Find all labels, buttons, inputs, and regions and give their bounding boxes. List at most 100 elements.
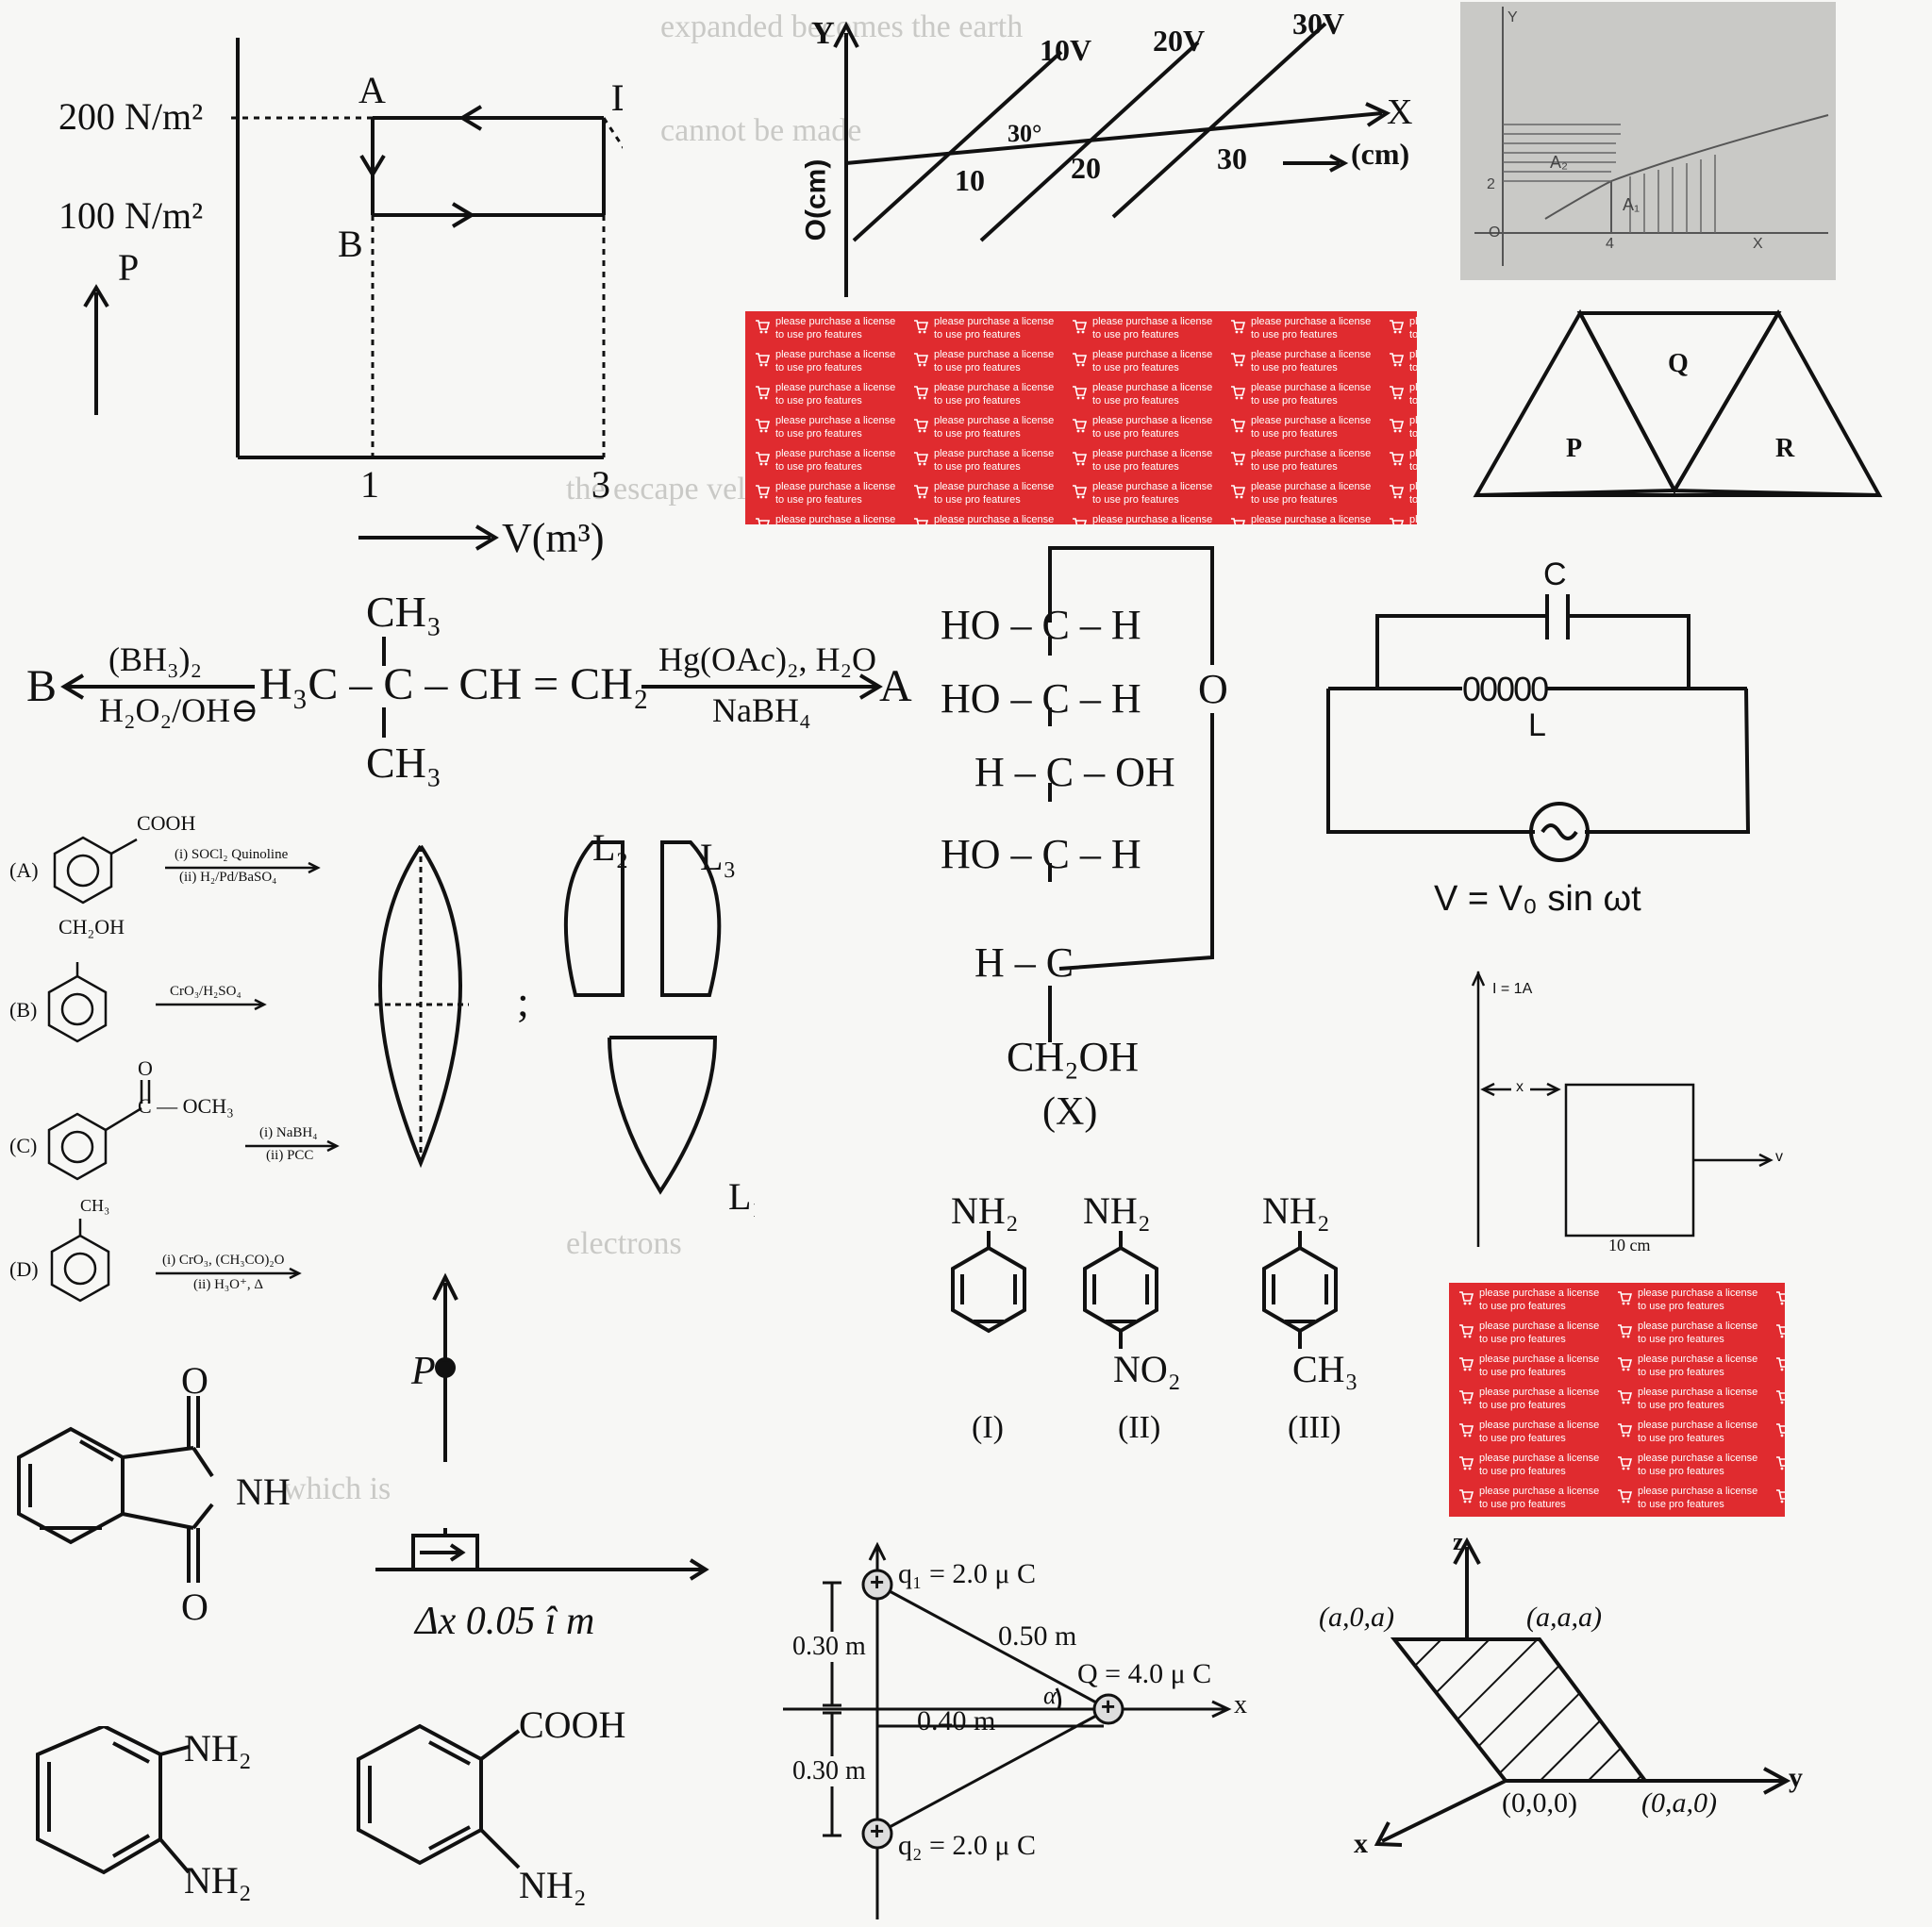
lens-l2: L₂ <box>592 826 629 869</box>
y-axis: y <box>1789 1762 1803 1793</box>
license-banner-top: please purchase a license to use pro feat… <box>745 311 1417 524</box>
capacitor-label: C <box>1543 557 1567 592</box>
cart-icon <box>1389 451 1405 466</box>
cart-icon <box>1230 352 1246 367</box>
current-loop-svg <box>1471 971 1774 1247</box>
area-a1: A₁ <box>1623 195 1641 214</box>
p-axis-label: P <box>118 246 140 289</box>
carboxyl: COOH <box>519 1703 626 1746</box>
cart-icon <box>1230 418 1246 433</box>
cart-icon <box>1775 1389 1785 1404</box>
license-line-2: to use pro features <box>1251 428 1338 440</box>
z-axis: z <box>1453 1528 1464 1555</box>
license-line-2: to use pro features <box>775 362 862 374</box>
license-banner-right: please purchase a license to use pro feat… <box>1449 1283 1785 1517</box>
triangle-r: R <box>1775 434 1795 463</box>
cart-icon <box>1230 385 1246 400</box>
alkene-arrows-svg <box>60 637 883 738</box>
cart-icon <box>755 451 771 466</box>
license-line-1: please purchase a license <box>1092 514 1213 524</box>
license-line-1: please purchase a license <box>1092 448 1213 459</box>
alkene-reaction: B (BH₃)₂ H₂O₂/OH⊖ H₃C – C – CH = CH₂ CH₃… <box>19 575 924 792</box>
license-line-2: to use pro features <box>934 428 1021 440</box>
product-a: A <box>879 661 912 711</box>
license-line-1: please purchase a license <box>1638 1453 1758 1464</box>
lens-l3: L₃ <box>700 836 737 878</box>
cart-icon <box>1389 385 1405 400</box>
angle-label: 30° <box>1008 120 1042 147</box>
cart-icon <box>913 352 929 367</box>
reaction-c-ester: C — OCH₃ <box>138 1094 234 1118</box>
background-text: expanded becomes the earth <box>660 9 1024 44</box>
cart-icon <box>1458 1422 1474 1437</box>
license-line-2: to use pro features <box>1251 329 1338 341</box>
sugar-ch2oh: CH₂OH <box>1007 1034 1140 1080</box>
triangles-svg <box>1473 308 1883 498</box>
cart-icon <box>755 352 771 367</box>
license-line-2: to use pro features <box>1092 494 1179 506</box>
tick-2: 2 <box>1487 176 1495 192</box>
benzene-reactions: (A) COOH (i) SOCl₂ Quinoline (ii) H₂/Pd/… <box>0 792 368 1321</box>
amine-3: NH₂ <box>1262 1189 1330 1232</box>
plane-svg <box>1374 1537 1791 1847</box>
sugar-row-1: HO – C – H <box>941 602 1141 648</box>
license-line-1: please purchase a license <box>1479 1420 1600 1431</box>
license-line-1: please purchase a license <box>1092 382 1213 393</box>
area-graph-svg <box>1474 7 1829 266</box>
v-tick-3: 3 <box>591 463 610 506</box>
license-line-1: please purchase a license <box>775 382 896 393</box>
license-line-2: to use pro features <box>775 461 862 473</box>
methyl-top: CH₃ <box>366 588 441 636</box>
diamine-svg <box>36 1726 191 1875</box>
license-line-1: please purchase a license <box>1638 1420 1758 1431</box>
license-notice-text: please purchase a license to use pro feat… <box>775 348 911 374</box>
point-0a0: (0,a,0) <box>1641 1787 1717 1819</box>
displacement-svg <box>432 1272 458 1462</box>
cart-icon <box>755 484 771 499</box>
license-line-2: to use pro features <box>775 494 862 506</box>
license-line-1: please purchase a license <box>1409 382 1417 393</box>
cart-icon <box>1617 1488 1633 1503</box>
license-line-2: to use pro features <box>934 395 1021 407</box>
triangle-q: Q <box>1668 349 1689 378</box>
cart-icon <box>1775 1422 1785 1437</box>
cart-icon <box>1458 1455 1474 1470</box>
anthranilic-svg <box>357 1723 521 1869</box>
license-line-1: please purchase a license <box>934 481 1055 492</box>
license-line-1: please purchase a license <box>1092 349 1213 360</box>
license-line-2: to use pro features <box>1638 1334 1724 1345</box>
license-line-1: please purchase a license <box>775 349 896 360</box>
cart-icon <box>1230 319 1246 334</box>
license-line-2: to use pro features <box>775 329 862 341</box>
amine-1: NH₂ <box>951 1189 1019 1232</box>
